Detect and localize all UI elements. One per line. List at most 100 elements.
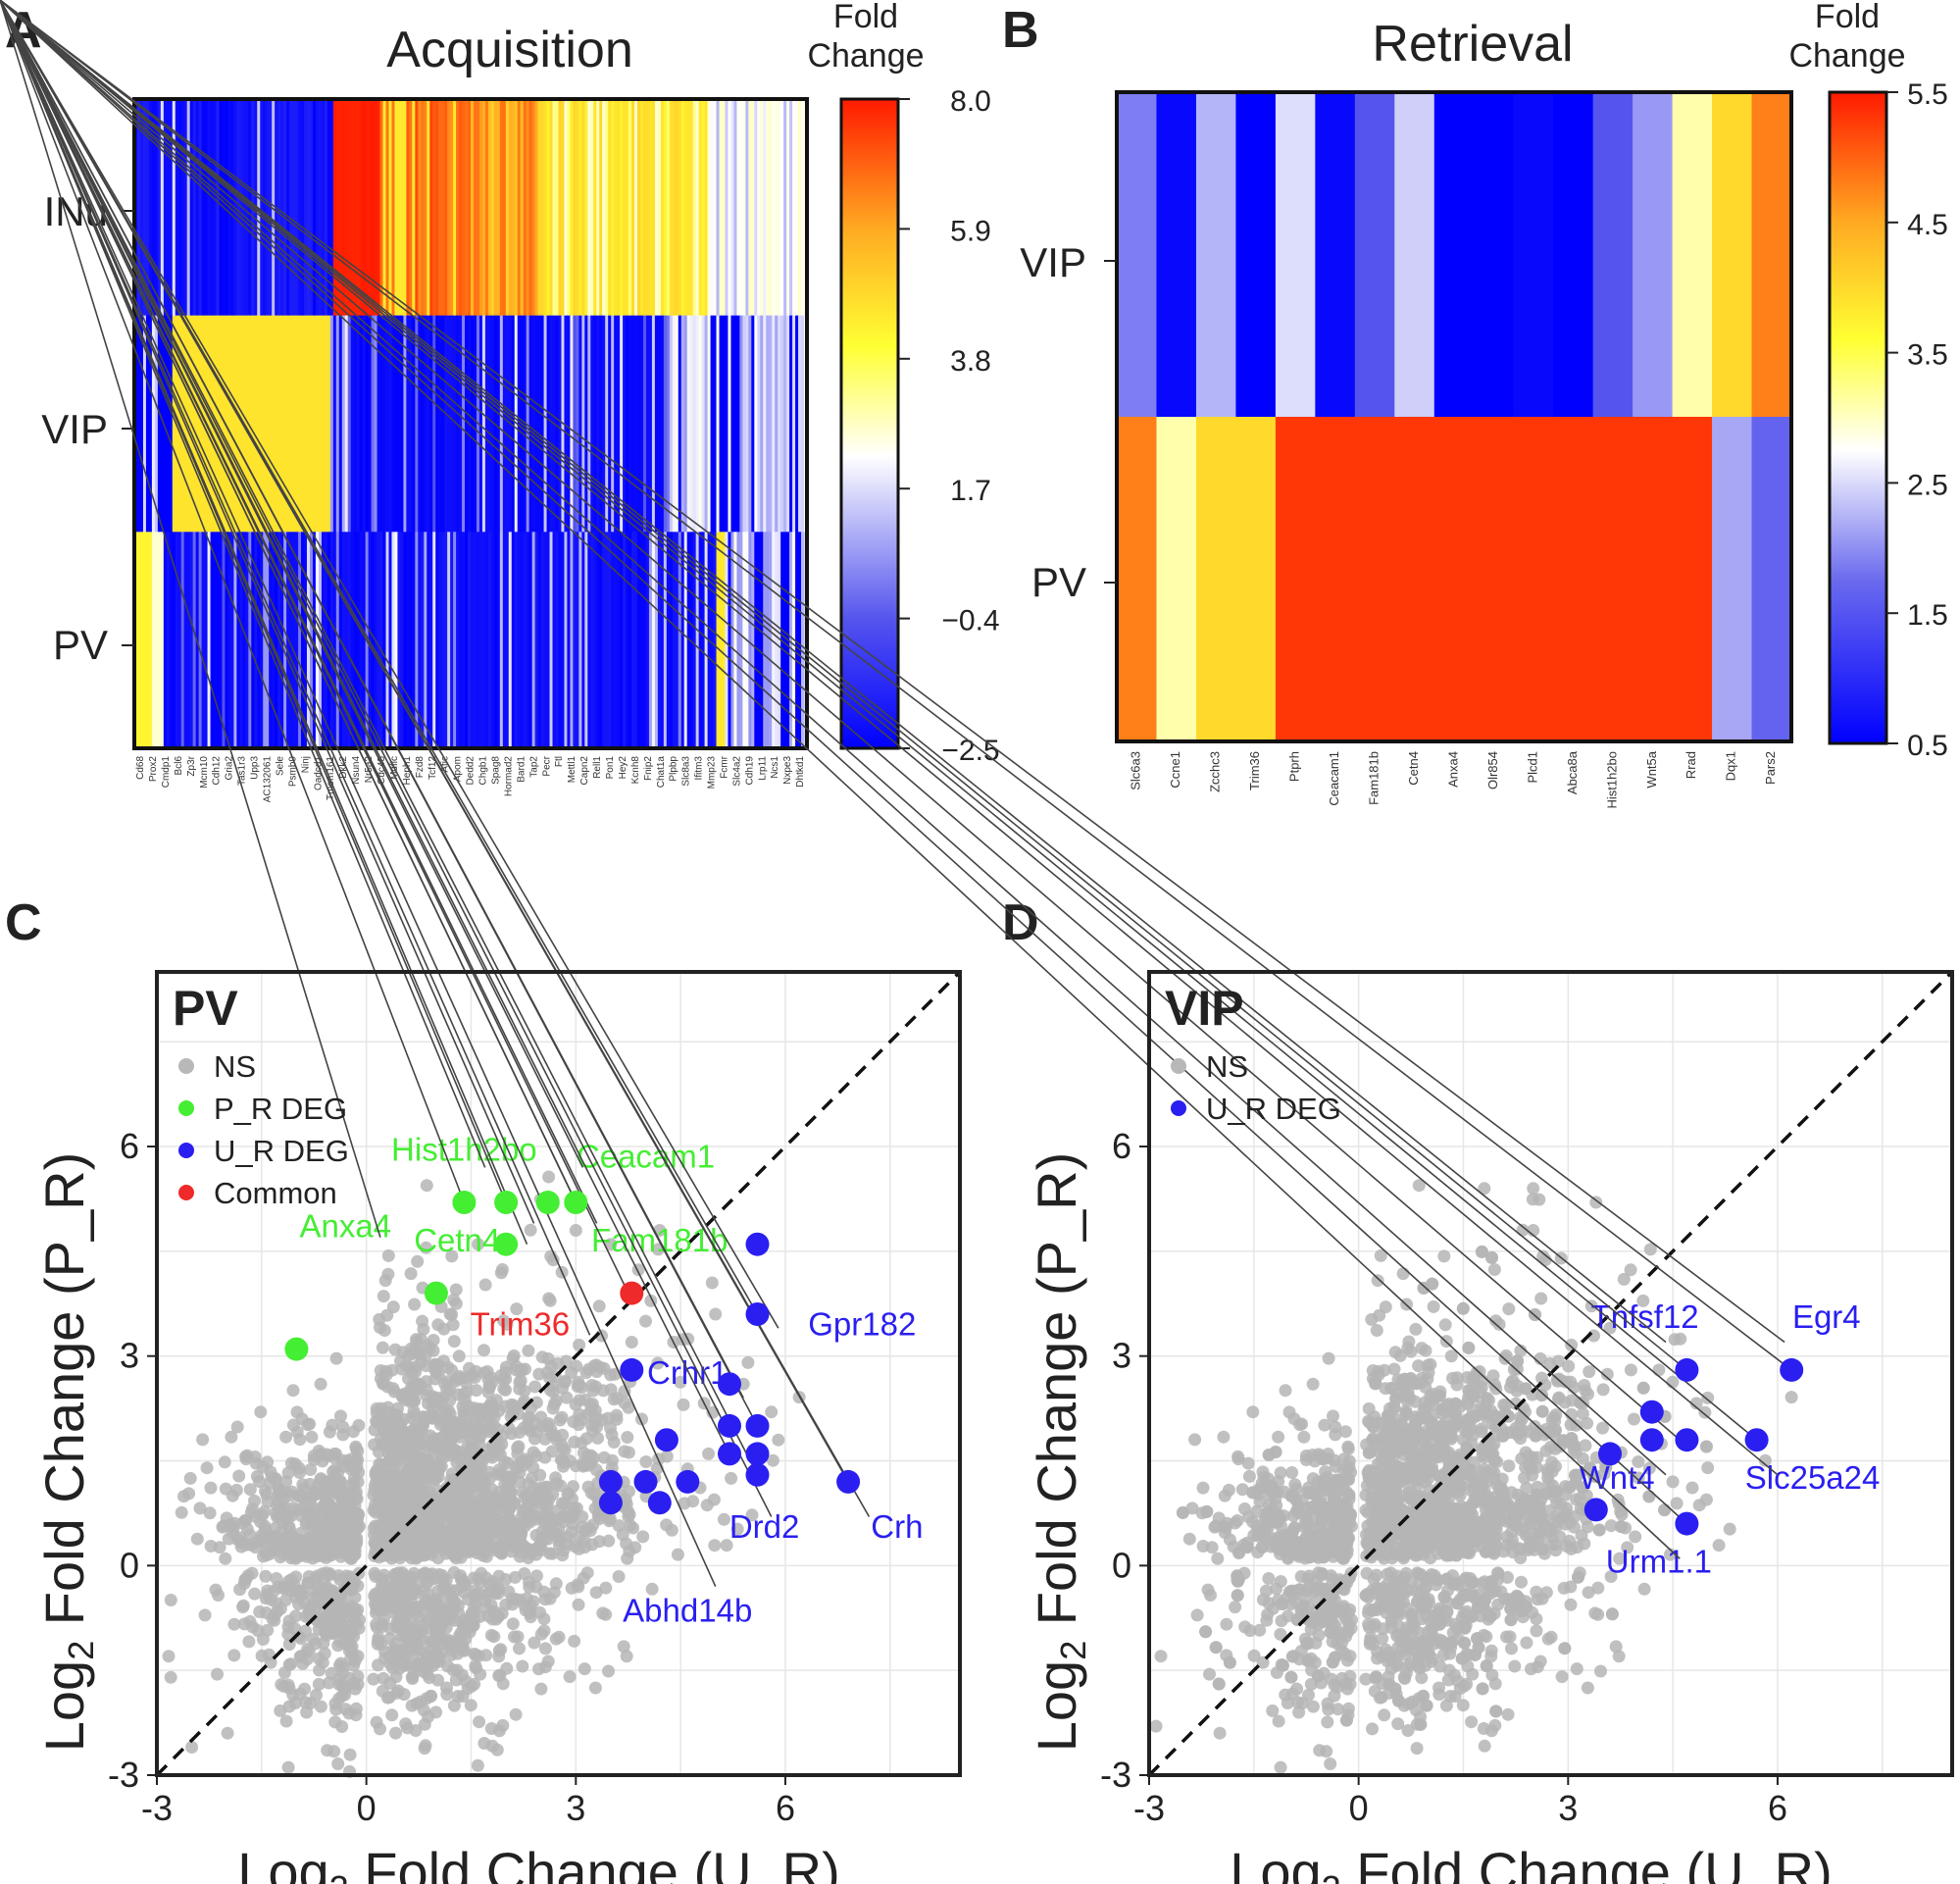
heatmap-a-cell xyxy=(581,532,585,749)
heatmap-a-cell xyxy=(222,532,226,749)
ns-point xyxy=(211,1667,224,1681)
ns-point xyxy=(485,1401,499,1415)
colorbar-b-tick-label: 1.5 xyxy=(1907,599,1948,632)
ns-point xyxy=(432,1623,446,1637)
heatmap-a-cell xyxy=(180,532,185,749)
heatmap-a-cell xyxy=(742,99,746,317)
ns-point xyxy=(312,1652,326,1665)
ns-point xyxy=(1555,1670,1569,1684)
ns-point xyxy=(1327,1409,1339,1423)
heatmap-a-cell xyxy=(623,532,627,749)
ns-point xyxy=(467,1571,480,1585)
ns-point xyxy=(175,1505,188,1519)
heatmap-a-cell xyxy=(444,99,448,317)
ns-point xyxy=(381,1586,395,1599)
heatmap-a-cell xyxy=(465,315,469,533)
ns-point xyxy=(444,1635,458,1649)
heatmap-a-gene-label: Bard1 xyxy=(516,756,527,783)
ns-point xyxy=(387,1497,401,1509)
panel-a-title: Acquisition xyxy=(386,22,632,78)
heatmap-a-cell xyxy=(154,315,159,533)
ns-point xyxy=(279,1430,293,1444)
ns-point xyxy=(717,1512,730,1526)
heatmap-a-cell xyxy=(368,315,373,533)
heatmap-a-cell xyxy=(614,99,618,317)
ns-point xyxy=(422,1546,435,1559)
heatmap-a-cell xyxy=(377,99,381,317)
ns-point xyxy=(404,1267,418,1281)
heatmap-a-cell xyxy=(710,532,715,749)
x-tick-label: 6 xyxy=(776,1788,795,1828)
ns-point xyxy=(370,1606,382,1620)
ns-point xyxy=(545,1428,559,1442)
heatmap-b-gene-label: Zcchc3 xyxy=(1208,751,1223,792)
heatmap-a-cell xyxy=(207,532,212,749)
ns-point xyxy=(368,1566,381,1580)
ns-point xyxy=(473,1715,486,1729)
ns-point xyxy=(570,1359,583,1373)
ns-point xyxy=(546,1488,560,1502)
heatmap-a-cell xyxy=(596,532,600,749)
deg-point xyxy=(676,1469,700,1494)
heatmap-a-cell xyxy=(269,315,273,533)
heatmap-a-cells xyxy=(134,99,808,749)
heatmap-a-cell xyxy=(356,532,361,749)
heatmap-a-cell xyxy=(275,315,278,533)
heatmap-a-gene-label: Mmp23 xyxy=(707,756,718,789)
ns-point xyxy=(423,1342,436,1355)
ns-point xyxy=(268,1532,281,1546)
ns-point xyxy=(497,1314,511,1328)
heatmap-a-cell xyxy=(683,315,688,533)
heatmap-a-cell xyxy=(280,315,284,533)
ns-point xyxy=(261,1623,275,1637)
heatmap-a-cell xyxy=(584,532,588,749)
ns-point xyxy=(378,1652,392,1665)
ns-point xyxy=(232,1469,246,1483)
ns-point xyxy=(281,1760,295,1774)
ns-point xyxy=(317,1604,330,1617)
ns-point xyxy=(301,1418,315,1432)
heatmap-a-cell xyxy=(719,315,724,533)
ns-point xyxy=(720,1539,733,1553)
heatmap-a-cell xyxy=(332,532,337,749)
heatmap-a-cell xyxy=(517,315,522,533)
ns-point xyxy=(612,1570,626,1583)
heatmap-a-cell xyxy=(385,99,390,317)
heatmap-a-cell xyxy=(400,99,404,317)
heatmap-a-cell xyxy=(692,315,697,533)
heatmap-a-cell xyxy=(602,99,606,317)
ns-point xyxy=(427,1649,440,1662)
ns-point xyxy=(382,1456,396,1470)
legend-label: U_R DEG xyxy=(214,1134,349,1168)
heatmap-a-cell xyxy=(490,532,495,749)
heatmap-a-gene-label: Chgb1 xyxy=(478,756,489,786)
ns-point xyxy=(509,1707,523,1721)
ns-point xyxy=(1525,1662,1537,1676)
ns-point xyxy=(196,1433,210,1447)
ns-point xyxy=(250,1469,264,1483)
x-tick-label: 3 xyxy=(566,1788,585,1828)
heatmap-a-cell xyxy=(502,532,507,749)
ns-point xyxy=(597,1451,611,1464)
heatmap-a-cell xyxy=(496,532,501,749)
heatmap-a-cell xyxy=(166,532,171,749)
heatmap-a-cell xyxy=(424,315,427,533)
ns-point xyxy=(430,1391,444,1404)
heatmap-a-cell xyxy=(277,99,281,317)
heatmap-a-cell xyxy=(648,99,653,317)
ns-point xyxy=(448,1596,462,1609)
deg-point xyxy=(745,1302,770,1326)
colorbar-a-ticks: 8.05.93.81.7−0.4−2.5 xyxy=(898,85,1000,767)
ns-point xyxy=(529,1544,542,1556)
legend-marker xyxy=(178,1100,194,1116)
ns-point xyxy=(351,1603,365,1616)
heatmap-a-cell xyxy=(701,532,706,749)
heatmap-a-cell xyxy=(289,315,293,533)
heatmap-a-cell xyxy=(277,315,281,533)
heatmap-a-cell xyxy=(725,532,729,749)
heatmap-a-cell xyxy=(645,99,650,317)
heatmap-b-gene-label: Pars2 xyxy=(1763,751,1778,785)
heatmap-b-cell xyxy=(1633,417,1674,742)
ns-point xyxy=(519,1362,531,1376)
heatmap-b-gene-label: Olr854 xyxy=(1485,751,1500,789)
